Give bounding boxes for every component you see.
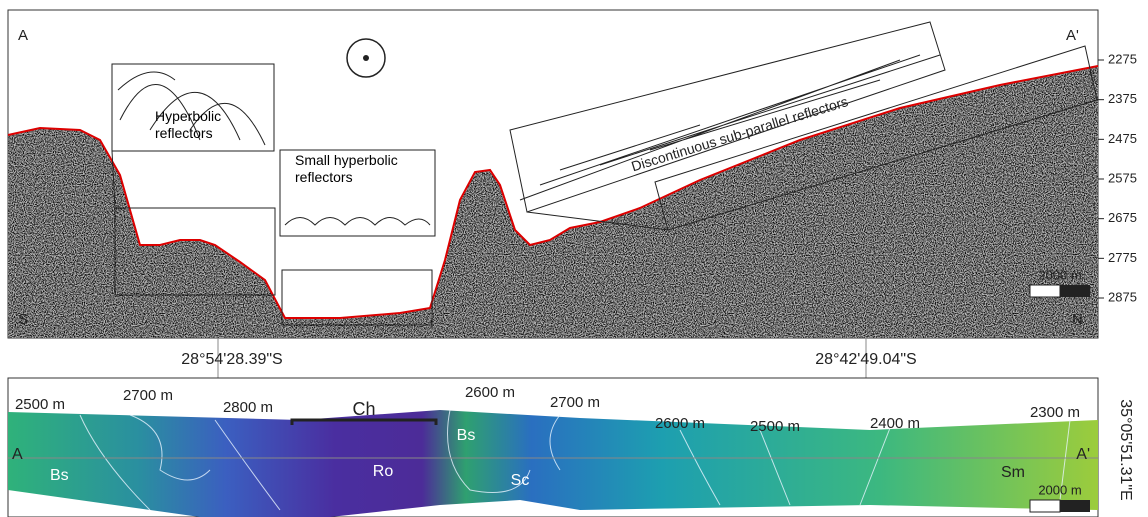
contour-label: 2500 m xyxy=(15,396,65,413)
scale-label: 2000 m xyxy=(1038,267,1081,282)
contour-label: 2300 m xyxy=(1030,404,1080,421)
map-label: Bs xyxy=(457,427,476,444)
scale-bar xyxy=(1060,500,1090,512)
direction-dot xyxy=(363,55,369,61)
scale-bar xyxy=(1030,285,1060,297)
depth-tick-label: 2275 xyxy=(1108,51,1137,66)
contour-label: 2600 m xyxy=(655,415,705,432)
map-label: A' xyxy=(1076,446,1090,463)
map-label: Sm xyxy=(1001,464,1025,481)
scale-label: 2000 m xyxy=(1038,482,1081,497)
page: A A' S N Hyperbolic reflectors Small hyp… xyxy=(0,0,1148,517)
contour-label: 2800 m xyxy=(223,399,273,416)
map-label: Bs xyxy=(50,467,69,484)
callout-small: Small hyperbolic reflectors xyxy=(295,152,420,196)
scale-bar xyxy=(1060,285,1090,297)
end-label: A' xyxy=(1066,27,1079,44)
map-label: A xyxy=(12,446,23,463)
south-label: S xyxy=(18,311,28,328)
depth-axis: 2275 2375 2475 2575 2675 2775 2875 xyxy=(1098,51,1137,304)
start-label: A xyxy=(18,27,28,44)
contour-label: 2400 m xyxy=(870,415,920,432)
scale-bar xyxy=(1030,500,1060,512)
coord-left: 28°54'28.39"S xyxy=(181,351,282,368)
depth-tick-label: 2575 xyxy=(1108,170,1137,185)
callout-text: Small hyperbolic reflectors xyxy=(295,152,420,186)
map-label: Ro xyxy=(373,463,394,480)
contour-label: 2600 m xyxy=(465,384,515,401)
contour-label: 2700 m xyxy=(123,387,173,404)
figure: A A' S N Hyperbolic reflectors Small hyp… xyxy=(0,0,1148,517)
coord-vertical: 35°05'51.31"E xyxy=(1117,399,1134,500)
callout-hyperbolic: Hyperbolic reflectors xyxy=(155,108,255,152)
map-label: Ch xyxy=(352,399,375,419)
coord-right: 28°42'49.04"S xyxy=(815,351,916,368)
map-label: Sc xyxy=(511,472,530,489)
callout-text: Hyperbolic reflectors xyxy=(155,108,255,142)
depth-tick-label: 2475 xyxy=(1108,131,1137,146)
depth-tick-label: 2775 xyxy=(1108,250,1137,265)
depth-tick-label: 2375 xyxy=(1108,91,1137,106)
depth-tick-label: 2875 xyxy=(1108,289,1137,304)
north-label: N xyxy=(1072,311,1083,328)
contour-label: 2700 m xyxy=(550,394,600,411)
contour-label: 2500 m xyxy=(750,418,800,435)
depth-tick-label: 2675 xyxy=(1108,210,1137,225)
